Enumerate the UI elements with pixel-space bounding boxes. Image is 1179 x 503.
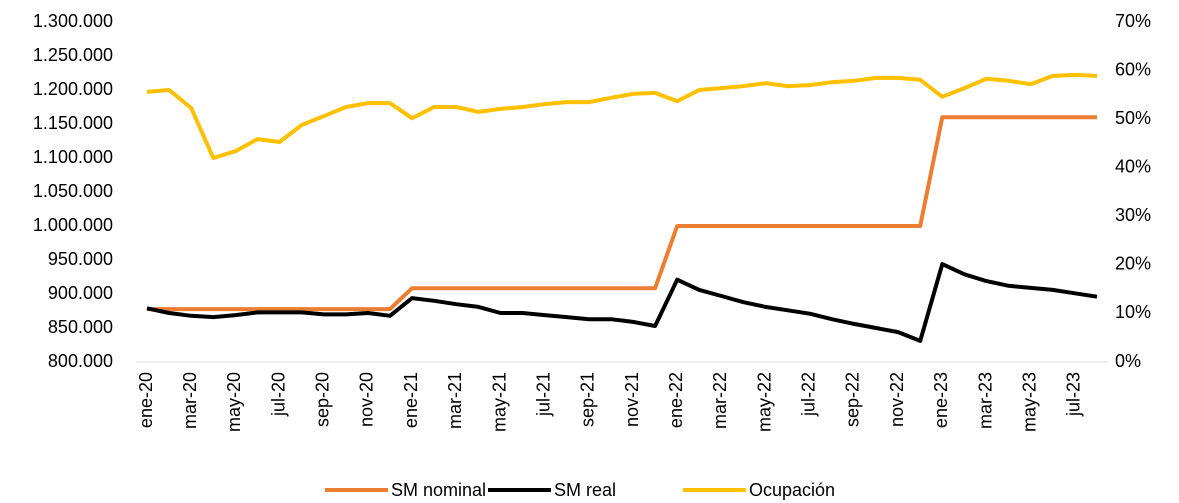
x-tick-label: jul-22 xyxy=(799,372,819,417)
y2-tick-label: 30% xyxy=(1115,205,1151,225)
y-tick-label: 1.300.000 xyxy=(33,11,113,31)
series-line xyxy=(146,262,1098,343)
x-tick-label: may-23 xyxy=(1019,372,1039,432)
y-tick-label: 1.150.000 xyxy=(33,113,113,133)
x-tick-label: may-22 xyxy=(754,372,774,432)
y2-tick-label: 70% xyxy=(1115,11,1151,31)
x-tick-label: nov-22 xyxy=(887,372,907,427)
x-tick-label: nov-21 xyxy=(622,372,642,427)
x-tick-label: jul-21 xyxy=(533,372,553,417)
y-tick-label: 1.050.000 xyxy=(33,181,113,201)
x-tick-label: may-20 xyxy=(224,372,244,432)
legend-label: SM real xyxy=(554,480,616,500)
series-line xyxy=(147,115,1097,312)
y2-tick-label: 60% xyxy=(1115,59,1151,79)
x-tick-label: nov-20 xyxy=(357,372,377,427)
x-tick-label: ene-20 xyxy=(136,372,156,428)
x-tick-label: sep-20 xyxy=(313,372,333,427)
x-tick-label: ene-22 xyxy=(666,372,686,428)
y-tick-label: 1.100.000 xyxy=(33,147,113,167)
y2-tick-label: 40% xyxy=(1115,156,1151,176)
series-line xyxy=(146,72,1098,160)
y2-tick-label: 0% xyxy=(1115,351,1141,371)
x-tick-label: ene-21 xyxy=(401,372,421,428)
y-tick-label: 1.000.000 xyxy=(33,215,113,235)
x-tick-label: mar-21 xyxy=(445,372,465,429)
x-tick-label: sep-22 xyxy=(843,372,863,427)
x-tick-label: sep-21 xyxy=(578,372,598,427)
y2-tick-label: 10% xyxy=(1115,302,1151,322)
legend-label: Ocupación xyxy=(749,480,835,500)
legend-label: SM nominal xyxy=(391,480,486,500)
y2-tick-label: 50% xyxy=(1115,108,1151,128)
y-tick-label: 1.200.000 xyxy=(33,79,113,99)
y-tick-label: 800.000 xyxy=(48,351,113,371)
y-tick-label: 900.000 xyxy=(48,283,113,303)
x-tick-label: ene-23 xyxy=(931,372,951,428)
y-tick-label: 950.000 xyxy=(48,249,113,269)
y-tick-label: 850.000 xyxy=(48,317,113,337)
y-tick-label: 1.250.000 xyxy=(33,45,113,65)
x-tick-label: may-21 xyxy=(489,372,509,432)
x-tick-label: jul-23 xyxy=(1064,372,1084,417)
x-tick-label: mar-20 xyxy=(180,372,200,429)
x-tick-label: jul-20 xyxy=(268,372,288,417)
y2-tick-label: 20% xyxy=(1115,254,1151,274)
x-tick-label: mar-23 xyxy=(975,372,995,429)
x-tick-label: mar-22 xyxy=(710,372,730,429)
